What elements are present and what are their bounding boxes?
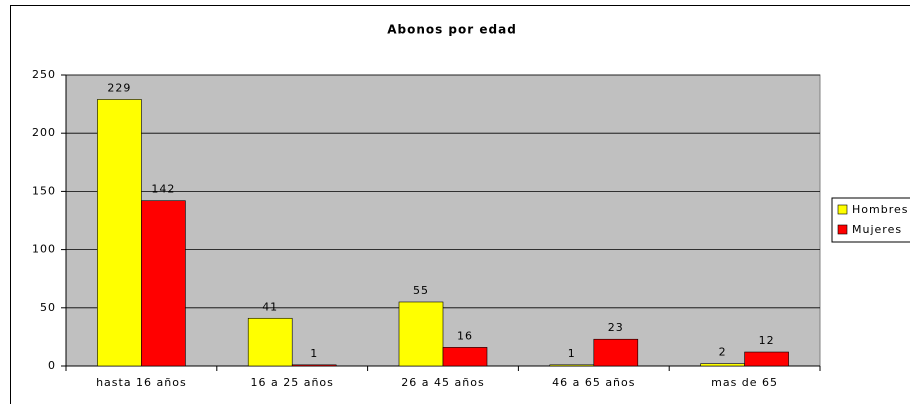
bar — [97, 99, 142, 367]
data-label: 229 — [107, 81, 131, 94]
y-tick-label: 100 — [32, 243, 56, 256]
bar — [141, 200, 186, 367]
x-tick-label: mas de 65 — [711, 376, 778, 389]
data-label: 16 — [457, 329, 473, 342]
data-label: 41 — [262, 300, 278, 313]
y-tick-label: 50 — [40, 301, 56, 314]
data-label: 55 — [413, 284, 429, 297]
x-tick-label: 16 a 25 años — [250, 376, 333, 389]
y-tick-label: 150 — [32, 184, 56, 197]
data-label: 1 — [568, 347, 576, 360]
x-tick-label: 26 a 45 años — [401, 376, 484, 389]
legend-swatch — [837, 224, 848, 235]
data-label: 23 — [608, 321, 624, 334]
data-label: 1 — [310, 347, 318, 360]
bar — [593, 338, 639, 367]
data-label: 12 — [759, 334, 775, 347]
y-tick-label: 0 — [48, 359, 56, 372]
x-tick-label: hasta 16 años — [96, 376, 187, 389]
bar — [247, 317, 293, 367]
legend-label: Mujeres — [852, 223, 902, 236]
data-label: 2 — [719, 346, 727, 359]
x-tick-label: 46 a 65 años — [552, 376, 635, 389]
bar — [744, 351, 789, 367]
legend-label: Hombres — [852, 203, 908, 216]
bar — [398, 301, 444, 367]
chart-title: Abonos por edad — [387, 23, 517, 37]
y-tick-label: 250 — [32, 68, 56, 81]
bar — [291, 364, 337, 367]
legend-swatch — [837, 204, 848, 215]
bar — [700, 363, 745, 367]
bar — [442, 347, 488, 367]
bar — [549, 364, 595, 367]
y-tick-label: 200 — [32, 126, 56, 139]
data-label: 142 — [151, 183, 175, 196]
